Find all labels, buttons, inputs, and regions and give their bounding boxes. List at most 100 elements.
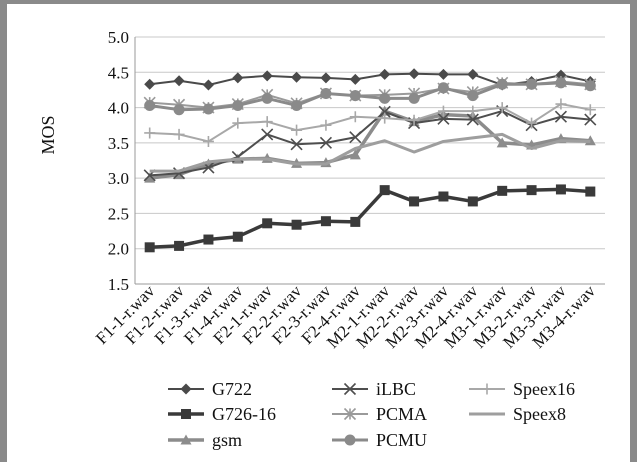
legend-label: PCMU: [376, 430, 427, 450]
legend-item-speex8: Speex8: [469, 404, 566, 424]
legend-item-g722: G722: [168, 379, 252, 399]
legend-label: gsm: [212, 430, 242, 450]
data-point: [320, 216, 331, 227]
legend-label: PCMA: [376, 404, 427, 424]
data-point: [496, 78, 508, 90]
data-point: [555, 77, 567, 89]
data-point: [496, 137, 508, 148]
data-point: [526, 117, 538, 129]
y-tick-label: 3.5: [108, 134, 129, 153]
data-point: [408, 68, 420, 80]
data-point: [144, 99, 156, 111]
data-point: [467, 90, 479, 102]
data-point: [320, 72, 332, 84]
data-point: [202, 135, 214, 147]
data-point: [437, 112, 450, 125]
data-point: [467, 68, 479, 80]
series-pcmu: [144, 77, 596, 116]
series-line: [149, 110, 591, 177]
series-line: [149, 132, 591, 173]
data-point: [232, 99, 244, 111]
data-point: [555, 184, 566, 195]
data-point: [437, 68, 449, 80]
legend-item-gsm: gsm: [168, 430, 242, 450]
series-line: [149, 187, 591, 250]
data-point: [584, 113, 597, 126]
legend-item-pcma: PCMA: [332, 404, 427, 424]
mos-line-chart: 5.04.54.03.53.02.52.01.5F1-1-r.wavF1-2-r…: [38, 28, 605, 450]
data-point: [437, 82, 449, 94]
data-point: [320, 119, 332, 131]
data-point: [437, 105, 449, 117]
data-point: [180, 434, 192, 445]
data-point: [350, 216, 361, 227]
data-point: [232, 72, 244, 84]
series-g722: [144, 68, 596, 91]
legend-item-pcmu: PCMU: [332, 430, 427, 450]
data-point: [291, 219, 302, 230]
data-point: [232, 117, 244, 129]
series-speex8: [149, 132, 591, 173]
data-point: [467, 196, 478, 207]
data-point: [379, 68, 391, 80]
data-point: [343, 407, 357, 421]
data-point: [349, 149, 361, 160]
data-point: [144, 172, 156, 183]
data-point: [555, 98, 567, 110]
data-point: [291, 71, 303, 83]
data-point: [344, 434, 356, 446]
data-point: [409, 196, 420, 207]
y-tick-label: 4.0: [108, 99, 129, 118]
data-point: [496, 102, 508, 114]
legend-label: G726-16: [212, 404, 276, 424]
data-point: [584, 104, 596, 116]
data-point: [467, 105, 479, 117]
data-point: [232, 231, 243, 242]
legend-label: Speex8: [513, 404, 566, 424]
gridlines: [135, 36, 605, 285]
y-tick-label: 2.5: [108, 204, 129, 223]
legend-label: Speex16: [513, 379, 575, 399]
data-point: [144, 78, 156, 90]
data-point: [173, 128, 185, 140]
y-tick-label: 1.5: [108, 275, 129, 294]
legend: G722 G726-16 gsm iLBC PCMA PCMU Speex16 Speex8: [168, 379, 575, 450]
data-point: [203, 234, 214, 245]
data-point: [173, 75, 185, 87]
data-point: [173, 104, 185, 116]
data-point: [343, 382, 357, 396]
data-point: [181, 409, 191, 419]
series-line: [149, 81, 591, 112]
data-point: [349, 90, 361, 102]
y-tick-label: 4.5: [108, 63, 129, 82]
data-point: [584, 80, 596, 92]
data-point: [408, 92, 420, 104]
legend-item-ilbc: iLBC: [332, 379, 416, 399]
data-point: [379, 185, 390, 196]
y-axis-title: MOS: [38, 115, 58, 154]
data-point: [466, 113, 479, 126]
y-tick-label: 5.0: [108, 28, 129, 47]
data-point: [378, 105, 391, 118]
data-point: [379, 92, 391, 104]
data-point: [320, 87, 332, 99]
data-point: [261, 92, 273, 104]
data-point: [261, 70, 273, 82]
data-point: [585, 186, 596, 197]
data-point: [174, 240, 185, 251]
y-tick-label: 2.0: [108, 240, 129, 259]
data-point: [291, 99, 303, 111]
data-point: [349, 73, 361, 85]
data-point: [319, 136, 333, 149]
axes: [134, 37, 605, 285]
data-point: [291, 124, 303, 136]
data-point: [497, 185, 508, 196]
data-point: [379, 112, 391, 124]
y-tick-label: 3.0: [108, 169, 129, 188]
series-lines: [143, 68, 597, 253]
data-point: [481, 383, 493, 395]
series-line: [149, 103, 591, 143]
data-point: [349, 111, 361, 123]
legend-label: iLBC: [376, 379, 416, 399]
